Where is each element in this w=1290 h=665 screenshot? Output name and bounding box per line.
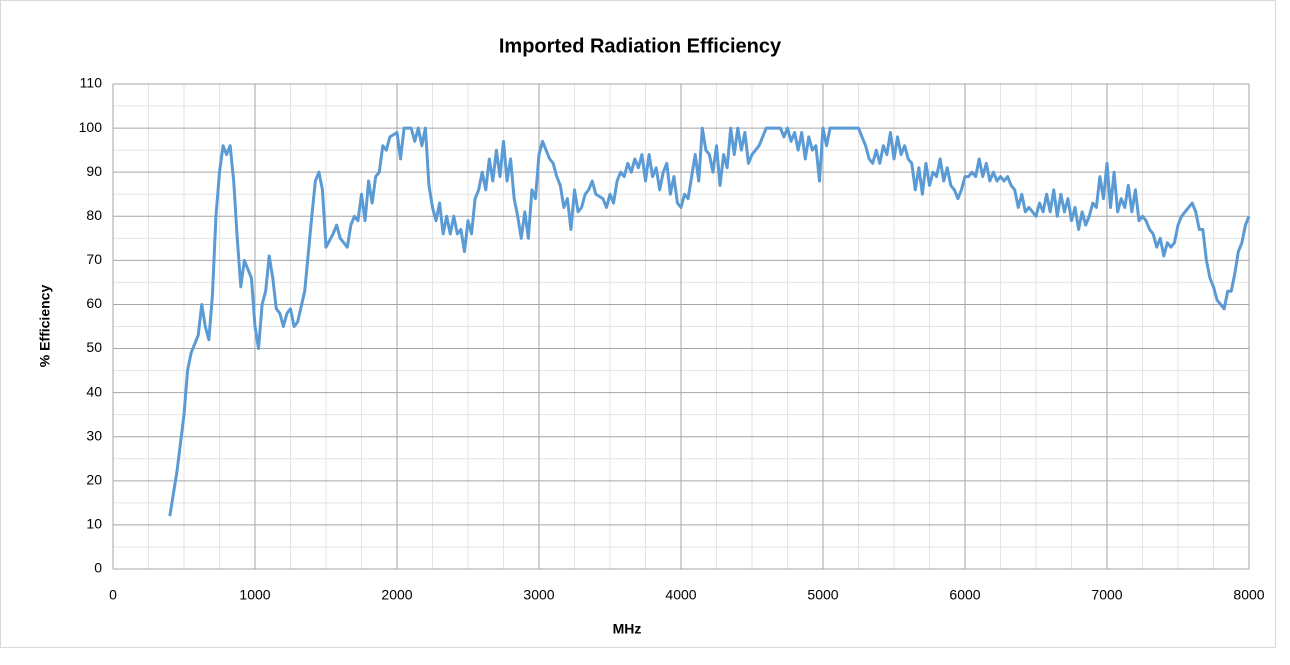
y-tick-label: 20 bbox=[86, 472, 102, 488]
y-tick-label: 0 bbox=[94, 560, 102, 576]
x-axis-label: MHz bbox=[613, 621, 642, 637]
data-line bbox=[168, 126, 1251, 517]
chart-frame bbox=[0, 0, 1276, 648]
y-tick-label: 100 bbox=[79, 119, 103, 135]
x-tick-label: 4000 bbox=[665, 587, 696, 603]
x-tick-label: 7000 bbox=[1091, 587, 1122, 603]
y-axis-label: % Efficiency bbox=[37, 285, 53, 368]
y-tick-label: 40 bbox=[86, 383, 102, 399]
x-tick-label: 1000 bbox=[239, 587, 270, 603]
x-tick-label: 5000 bbox=[807, 587, 838, 603]
y-tick-label: 50 bbox=[86, 339, 102, 355]
x-tick-label: 8000 bbox=[1233, 587, 1264, 603]
grid bbox=[112, 83, 1250, 570]
y-tick-label: 70 bbox=[86, 251, 102, 267]
x-tick-label: 6000 bbox=[949, 587, 980, 603]
y-tick-label: 30 bbox=[86, 427, 102, 443]
x-tick-label: 0 bbox=[109, 587, 117, 603]
y-tick-label: 80 bbox=[86, 207, 102, 223]
plot bbox=[168, 126, 1251, 517]
x-tick-label: 2000 bbox=[381, 587, 412, 603]
y-tick-label: 60 bbox=[86, 295, 102, 311]
x-tick-label: 3000 bbox=[523, 587, 554, 603]
chart-title: Imported Radiation Efficiency bbox=[499, 35, 782, 57]
y-tick-label: 10 bbox=[86, 516, 102, 532]
y-tick-label: 110 bbox=[80, 75, 103, 91]
y-tick-label: 90 bbox=[86, 163, 102, 179]
